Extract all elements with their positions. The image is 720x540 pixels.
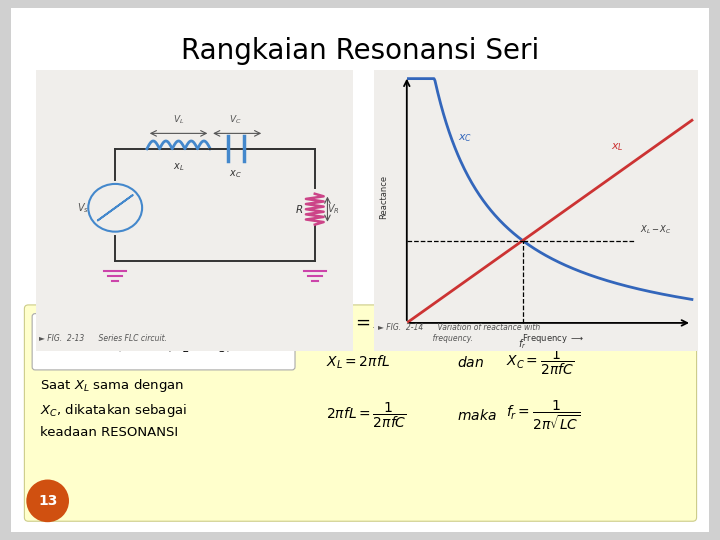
Circle shape: [27, 480, 69, 522]
Text: $x_C$: $x_C$: [229, 168, 242, 180]
Text: $x_L$: $x_L$: [173, 161, 184, 173]
FancyBboxPatch shape: [32, 314, 295, 370]
Text: Rangkaian Resonansi Seri: Rangkaian Resonansi Seri: [181, 37, 539, 65]
Text: $x_C$: $x_C$: [458, 132, 472, 144]
FancyBboxPatch shape: [36, 70, 353, 351]
Text: $X_C = \dfrac{1}{2\pi fC}$: $X_C = \dfrac{1}{2\pi fC}$: [505, 347, 574, 377]
Text: $V_C$: $V_C$: [229, 114, 242, 126]
Text: Saat $X_L$ sama dengan
$X_C$, dikatakan sebagai
keadaan RESONANSI: Saat $X_L$ sama dengan $X_C$, dikatakan …: [40, 377, 187, 439]
Text: $dan$: $dan$: [457, 355, 484, 370]
Text: $f_r = \dfrac{1}{2\pi\sqrt{LC}}$: $f_r = \dfrac{1}{2\pi\sqrt{LC}}$: [505, 399, 580, 432]
Text: $X_L = X_C$: $X_L = X_C$: [331, 313, 397, 333]
Text: $V_L$: $V_L$: [173, 114, 184, 126]
FancyBboxPatch shape: [24, 305, 696, 521]
Text: Reactance: Reactance: [379, 174, 389, 219]
Text: $X_L = 2\pi fL$: $X_L = 2\pi fL$: [326, 354, 390, 371]
Text: Frequency $\longrightarrow$: Frequency $\longrightarrow$: [521, 333, 584, 346]
Text: $V_R$: $V_R$: [328, 202, 340, 216]
Text: $f_r$: $f_r$: [518, 337, 527, 351]
FancyBboxPatch shape: [374, 70, 698, 351]
Text: $2\pi fL = \dfrac{1}{2\pi fC}$: $2\pi fL = \dfrac{1}{2\pi fC}$: [326, 401, 407, 430]
Text: $R$: $R$: [294, 203, 303, 215]
Text: 13: 13: [38, 494, 58, 508]
Text: $x_L$: $x_L$: [611, 141, 624, 153]
FancyBboxPatch shape: [8, 5, 712, 535]
Text: $V_s$: $V_s$: [78, 201, 89, 215]
Text: $maka$: $maka$: [457, 408, 497, 423]
Text: $X_L - X_C$: $X_L - X_C$: [640, 223, 672, 235]
Text: $Z = \sqrt{R^2 + (X_L - X_C)^2}$: $Z = \sqrt{R^2 + (X_L - X_C)^2}$: [84, 328, 243, 355]
Text: ► FIG.  2-14      Variation of reactance with
                       frequency.: ► FIG. 2-14 Variation of reactance with …: [378, 323, 540, 342]
Text: ► FIG.  2-13      Series FLC circuit.: ► FIG. 2-13 Series FLC circuit.: [39, 334, 167, 342]
